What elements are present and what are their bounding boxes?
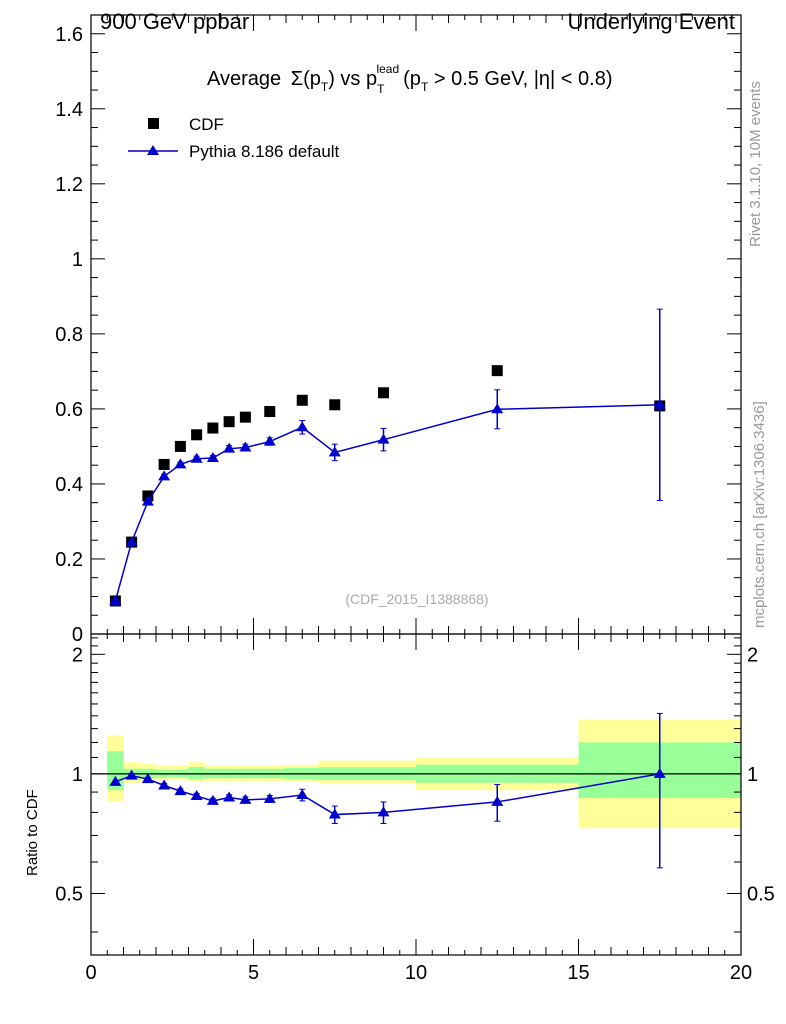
- ratio-ytick-label: 0.5: [55, 883, 83, 905]
- title-t-sub-3: T: [421, 80, 429, 94]
- cdf-data-point: [158, 458, 170, 470]
- title-cut-rest: > 0.5 GeV, |η| < 0.8): [428, 68, 612, 90]
- main-ytick-label: 0.8: [55, 324, 83, 346]
- ratio-data-point: [491, 795, 504, 806]
- main-ytick-label: 0.4: [55, 474, 83, 496]
- category-label: Underlying Event: [567, 9, 735, 34]
- ratio-data-point: [141, 773, 154, 784]
- cdf-data-point: [207, 422, 219, 434]
- title-sigma: Σ(p: [291, 68, 321, 90]
- ratio-xtick-label: 0: [85, 962, 96, 984]
- pythia-data-point: [125, 536, 138, 547]
- pythia-data-point: [491, 403, 504, 414]
- ratio-data-point: [206, 794, 219, 805]
- cdf-data-point: [191, 429, 203, 441]
- cdf-data-point: [329, 399, 341, 411]
- main-frame: [90, 14, 742, 635]
- ratio-data-point: [190, 789, 203, 800]
- pythia-data-point: [190, 452, 203, 463]
- ratio-data-point: [377, 806, 390, 817]
- cdf-data-point: [378, 387, 389, 399]
- pythia-data-point: [377, 433, 390, 444]
- ratio-ytick-label: 2: [72, 644, 83, 666]
- ratio-data-point: [174, 785, 187, 796]
- ratio-ytick-label-right: 2: [747, 644, 758, 666]
- ratio-data-point: [223, 791, 236, 802]
- main-ytick-label: 1: [72, 249, 83, 271]
- ratio-data-point: [296, 788, 309, 799]
- cdf-data-point: [491, 365, 503, 377]
- main-ytick-label: 0.6: [55, 399, 83, 421]
- mcplots-label: mcplots.cern.ch [arXiv:1306.3436]: [751, 401, 768, 628]
- main-ytick-label: 1.4: [55, 99, 83, 121]
- pythia-data-point: [109, 594, 122, 605]
- pythia-data-point: [653, 398, 666, 409]
- cdf-data-point: [239, 411, 251, 423]
- legend-pythia-marker: [147, 145, 159, 155]
- pythia-data-point: [263, 435, 276, 446]
- legend-pythia-label: Pythia 8.186 default: [189, 142, 340, 161]
- ratio-data-point: [653, 767, 666, 778]
- legend-cdf-label: CDF: [189, 115, 224, 134]
- title-lead: lead: [376, 62, 399, 76]
- ratio-data-point: [328, 808, 341, 819]
- title-t-sub-2: T: [377, 82, 385, 96]
- plot-title: Average Σ(pT) vs pTlead (pT > 0.5 GeV, |η…: [207, 62, 613, 96]
- ratio-ytick-label-right: 1: [747, 764, 758, 786]
- pythia-data-point: [158, 470, 171, 481]
- ratio-xtick-label: 20: [730, 962, 752, 984]
- pythia-data-point: [206, 452, 219, 463]
- cdf-data-point: [264, 406, 276, 418]
- ratio-data-point: [158, 779, 171, 790]
- ratio-data-point: [125, 769, 138, 780]
- pythia-data-point: [296, 421, 309, 432]
- main-ytick-label: 0: [72, 624, 83, 646]
- legend-cdf-marker: [148, 118, 159, 129]
- ratio-data-point: [239, 793, 252, 804]
- main-ytick-label: 0.2: [55, 549, 83, 571]
- main-ytick-label: 1.2: [55, 174, 83, 196]
- title-vs: ) vs p: [328, 68, 377, 90]
- title-t-sub-1: T: [321, 80, 329, 94]
- main-ytick-label: 1.6: [55, 24, 83, 46]
- energy-label: 900 GeV ppbar: [100, 9, 249, 34]
- legend: CDF Pythia 8.186 default: [128, 115, 340, 161]
- pythia-data-point: [174, 458, 187, 469]
- ratio-xtick-label: 5: [248, 962, 259, 984]
- title-average: Average: [207, 68, 281, 90]
- ratio-ytick-label-right: 0.5: [747, 883, 775, 905]
- ratio-xtick-label: 10: [405, 962, 427, 984]
- ratio-data-point: [109, 775, 122, 786]
- pythia-data-point: [239, 441, 252, 452]
- svg-text:Average Σ(pT) vs pTlead(: Average Σ(pT) vs pTlead (pT > 0.5 GeV, |η…: [207, 62, 613, 96]
- cdf-data-point: [223, 416, 235, 428]
- pythia-data-point: [223, 442, 236, 453]
- cdf-data-point: [296, 394, 308, 406]
- analysis-watermark: (CDF_2015_I1388868): [345, 591, 488, 607]
- ratio-xtick-label: 15: [567, 962, 589, 984]
- title-cut: (p: [403, 68, 421, 90]
- pythia-data-point: [328, 446, 341, 457]
- ratio-band-inner: [188, 767, 205, 780]
- ratio-ytick-label: 1: [72, 764, 83, 786]
- pythia-data-point: [141, 495, 154, 506]
- ratio-data-point: [263, 792, 276, 803]
- cdf-data-point: [174, 440, 186, 452]
- rivet-label: Rivet 3.1.10, 10M events: [747, 81, 764, 247]
- ratio-ylabel: Ratio to CDF: [24, 789, 41, 876]
